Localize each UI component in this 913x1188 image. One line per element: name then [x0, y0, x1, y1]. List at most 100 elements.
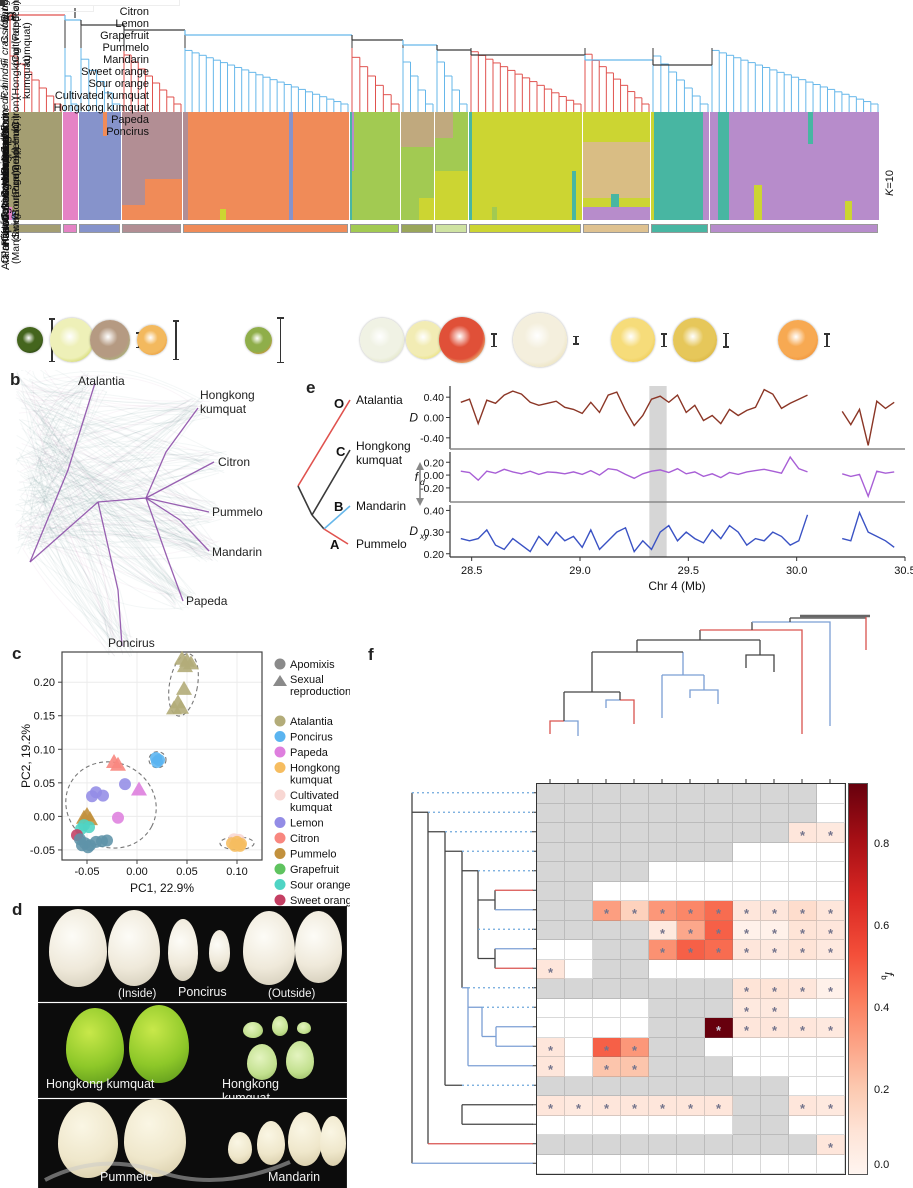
heatmap-cell: [817, 1076, 845, 1096]
svg-text:reproduction: reproduction: [290, 686, 350, 698]
heatmap-cell: [565, 1115, 593, 1135]
heatmap-cell: [649, 803, 677, 823]
heatmap-cell: [649, 823, 677, 843]
heatmap-cell: *: [761, 998, 789, 1019]
heatmap-cell: *: [593, 1037, 621, 1058]
heatmap-cell: [649, 1037, 677, 1057]
admixture-group: [79, 112, 121, 220]
heatmap-cell: [705, 1037, 733, 1057]
svg-text:Pummelo: Pummelo: [290, 849, 336, 861]
svg-text:xy: xy: [419, 531, 429, 541]
heatmap-cell: [733, 1096, 761, 1116]
panel-c-label: c: [12, 644, 22, 663]
heatmap-cell: [649, 1018, 677, 1038]
heatmap-cell: [733, 1115, 761, 1135]
svg-text:Hongkong: Hongkong: [290, 763, 340, 775]
svg-text:0.40: 0.40: [424, 392, 445, 404]
heatmap-cell: [733, 823, 761, 843]
heatmap-cell: [677, 1037, 705, 1057]
heatmap-cell: [705, 1057, 733, 1077]
pca-point: [131, 781, 147, 796]
watermark-artifact: [44, 1160, 291, 1182]
admixture-group: [401, 112, 434, 220]
heatmap-cell: [705, 1115, 733, 1135]
scale-bar: [723, 332, 728, 348]
heatmap-cell: *: [649, 1096, 677, 1116]
group-bar-segment: [435, 224, 467, 233]
heatmap-cell: [593, 1076, 621, 1096]
fruit-slice: [513, 313, 567, 367]
seed-image: [129, 1005, 189, 1083]
heatmap-cell: [565, 1076, 593, 1096]
heatmap-cell: [789, 1057, 817, 1077]
cloudogram-tip-label: Citron: [218, 455, 251, 469]
heatmap-cell: [565, 901, 593, 921]
heatmap-cell: *: [593, 1096, 621, 1116]
heatmap-cell: [537, 881, 565, 901]
heatmap-cell: [621, 842, 649, 862]
heatmap-cell: [789, 784, 817, 804]
heatmap-cell: [593, 940, 621, 960]
svg-text:0.00: 0.00: [424, 413, 445, 425]
heatmap-row-label: Hongkong kumquat: [53, 101, 149, 114]
heatmap-cell: [733, 1154, 761, 1174]
heatmap-cell: *: [649, 901, 677, 921]
seed-image: [320, 1116, 346, 1166]
heatmap-cell: [537, 940, 565, 960]
group-bar-segment: [183, 224, 348, 233]
svg-text:28.5: 28.5: [461, 565, 482, 577]
heatmap-cell: [621, 1135, 649, 1155]
heatmap-cell: [593, 920, 621, 940]
heatmap-cell: [677, 1115, 705, 1135]
scale-bar: [824, 333, 829, 347]
heatmap-cell: [733, 1135, 761, 1155]
heatmap-cell: [621, 803, 649, 823]
heatmap-cell: [705, 1076, 733, 1096]
group-color-bar: [8, 224, 880, 233]
heatmap-cell: *: [733, 1018, 761, 1038]
colorbar-ticks: 0.8 0.6 0.4 0.2 0.0 Citron Lemon Grapefruit Pumm…: [0, 0, 889, 1171]
scale-bar: [491, 333, 496, 347]
heatmap-cell: [761, 1115, 789, 1135]
svg-text:Citron: Citron: [290, 833, 319, 845]
heatmap-cell: [537, 784, 565, 804]
heatmap-cell: [593, 823, 621, 843]
svg-text:Pummelo: Pummelo: [356, 537, 407, 551]
panel-f-label: f: [368, 645, 374, 664]
pca-point: [101, 834, 113, 847]
heatmap-cell: *: [761, 920, 789, 941]
heatmap-cell: [705, 1154, 733, 1174]
scan-y-label: D: [409, 524, 418, 538]
scan-x-label: Chr 4 (Mb): [648, 579, 705, 593]
heatmap-cell: *: [733, 998, 761, 1019]
heatmap-cell: [621, 940, 649, 960]
seed-image: [297, 1022, 311, 1034]
heatmap-cell: *: [565, 1096, 593, 1116]
heatmap-cell: [677, 979, 705, 999]
photo-label: Mandarin: [268, 1170, 321, 1184]
heatmap-cell: [817, 842, 845, 862]
heatmap-cell: [537, 1135, 565, 1155]
heatmap-cell: [761, 881, 789, 901]
heatmap-cell: [537, 1076, 565, 1096]
heatmap-cell: [649, 862, 677, 882]
heatmap-cell: [649, 998, 677, 1018]
svg-text:Apomixis: Apomixis: [290, 659, 335, 671]
admixture-group: [63, 112, 78, 220]
fruit-slice: [244, 326, 272, 354]
cloudogram-tip-label: Papeda: [186, 594, 228, 608]
heatmap-cell: *: [761, 901, 789, 921]
heatmap-cell: *: [649, 920, 677, 941]
heatmap-row-label: Sweet orange: [81, 65, 149, 78]
colorbar-tick-label: 0.6: [874, 919, 890, 932]
fruit-slice: [137, 325, 167, 355]
svg-text:Lemon: Lemon: [290, 818, 324, 830]
heatmap-cell: [761, 1037, 789, 1057]
svg-text:0.05: 0.05: [176, 866, 197, 878]
heatmap-cell: *: [761, 979, 789, 999]
heatmap-cell: *: [817, 1096, 845, 1116]
heatmap-cell: [593, 1154, 621, 1174]
heatmap-cell: [537, 920, 565, 940]
heatmap-cell: [621, 784, 649, 804]
